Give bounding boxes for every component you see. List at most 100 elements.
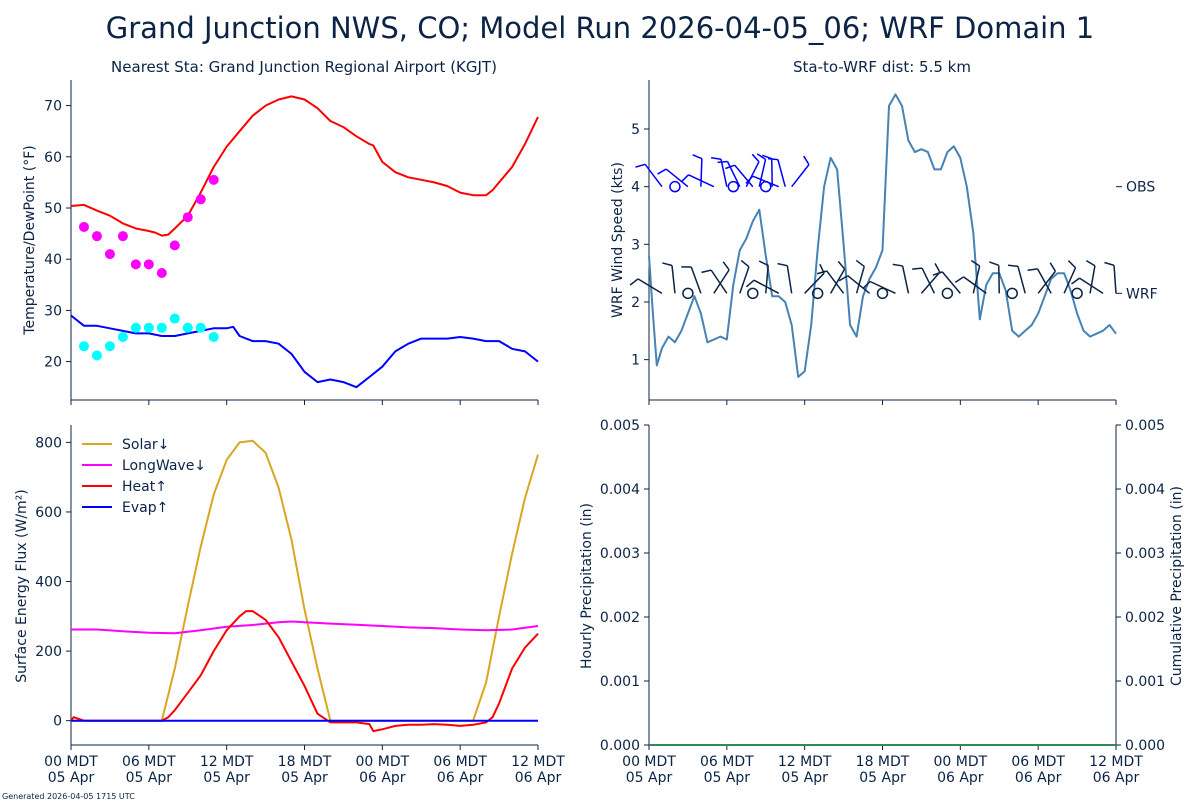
wind-barb-wrf-calm — [811, 287, 824, 300]
wind-barb-wrf-flag — [629, 278, 639, 286]
precip-x-tick-label: 06 MDT — [700, 754, 754, 770]
flux-x-tick-label: 00 MDT — [355, 754, 409, 770]
wind-barb-obs-flag — [692, 154, 703, 160]
precip-plot: 0.000 0.001 0.002 0.003 0.004 0.005 0.000 0.001… — [600, 418, 1165, 786]
wind-barb-obs-staff — [777, 159, 786, 187]
temp-marker-obs-dewpoint — [182, 322, 193, 333]
precip-x-tick-date: 05 Apr — [859, 770, 906, 786]
temperature-plot: 20 30 40 50 60 70 — [44, 80, 539, 405]
temp-marker-obs-dewpoint — [91, 350, 102, 361]
wind-barb-wrf-staff — [921, 267, 936, 294]
wind-barb-wrf-staff — [829, 268, 846, 294]
temp-line-wrf-temperature — [70, 95, 539, 237]
wind-right-label: OBS — [1126, 180, 1155, 196]
precip-x-tick-label: 00 MDT — [622, 754, 676, 770]
wind-barb-obs-flag — [803, 155, 810, 165]
wind-barb-obs-staff — [758, 159, 767, 187]
flux-line-heat — [70, 610, 539, 733]
precip-y2-y-tick-label: 0.001 — [1125, 674, 1165, 690]
wind-barb-wrf-staff — [710, 269, 728, 294]
wind-y-tick-label: 3 — [631, 237, 640, 253]
wind-barb-wrf-staff — [1079, 277, 1104, 294]
precip-panel: Hourly Precipitation (in) Cumulative Pre… — [579, 418, 1185, 786]
precip-x-tick-label: 18 MDT — [856, 754, 910, 770]
wind-barb-obs-staff — [726, 161, 741, 187]
temp-marker-obs-temperature — [143, 259, 154, 270]
wind-barb-wrf-flag — [838, 275, 849, 282]
flux-x-tick-label: 00 MDT — [44, 754, 98, 770]
wind-line-wrf-speed — [648, 93, 1117, 378]
figure-title: Grand Junction NWS, CO; Model Run 2026-0… — [106, 11, 1094, 45]
temp-marker-obs-temperature — [130, 259, 141, 270]
wind-panel: Sta-to-WRF dist: 5.5 km WRF Wind Speed (… — [610, 58, 1158, 405]
precip-y-tick-label: 0.002 — [600, 610, 640, 626]
precip-y-label: Hourly Precipitation (in) — [579, 503, 595, 669]
precip-y2-y-tick-label: 0.005 — [1125, 418, 1165, 434]
wind-barb-wrf-flag — [912, 267, 923, 270]
wind-barb-wrf-staff — [671, 265, 676, 294]
flux-legend-label: Solar↓ — [122, 437, 169, 453]
temp-marker-obs-temperature — [78, 221, 89, 232]
flux-x-tick-date: 05 Apr — [48, 770, 95, 786]
wind-barb-wrf-staff — [869, 280, 896, 295]
flux-x-tick-label: 12 MDT — [200, 754, 254, 770]
wind-barb-wrf-flag — [934, 263, 941, 273]
wind-barb-wrf-staff — [941, 271, 961, 294]
flux-x-tick-label: 18 MDT — [278, 754, 332, 770]
flux-panel: Surface Energy Flux (W/m²) 0 200 400 600 800… — [14, 425, 565, 786]
precip-x-tick-label: 12 MDT — [1089, 754, 1143, 770]
wind-barb-wrf-flag — [722, 261, 730, 271]
temperature-panel-title: Nearest Sta: Grand Junction Regional Air… — [111, 58, 497, 76]
temp-marker-obs-dewpoint — [169, 313, 180, 324]
wind-y-label: WRF Wind Speed (kts) — [610, 162, 626, 318]
wind-y-tick-label: 1 — [631, 353, 640, 369]
flux-line-longwave — [71, 620, 539, 635]
temp-line-wrf-dewpoint — [70, 314, 539, 389]
temp-marker-obs-temperature — [195, 194, 206, 205]
precip-y-tick-label: 0.001 — [600, 674, 640, 690]
precip-y-tick-label: 0.000 — [600, 738, 640, 754]
wind-barb-obs-flag — [657, 168, 667, 175]
wind-barb-wrf-staff — [637, 278, 663, 294]
temp-marker-obs-dewpoint — [143, 322, 154, 333]
wind-barb-obs-flag — [680, 174, 690, 183]
wind-barb-wrf-staff — [1037, 270, 1056, 294]
wind-barb-obs-staff — [665, 168, 689, 188]
wind-barb-wrf-flag — [758, 260, 769, 267]
wind-barb-wrf-staff — [826, 270, 845, 294]
temp-marker-obs-dewpoint — [208, 332, 219, 343]
wind-barb-wrf-flag — [892, 263, 903, 267]
precip-x-tick-label: 12 MDT — [778, 754, 832, 770]
wind-panel-title: Sta-to-WRF dist: 5.5 km — [793, 58, 971, 76]
wind-barb-obs-staff — [791, 164, 810, 188]
precip-x-tick-date: 05 Apr — [781, 770, 828, 786]
footer-generated-text: Generated 2026-04-05 1715 UTC — [2, 792, 135, 800]
wind-barb-wrf-flag — [816, 270, 827, 275]
wind-barb-wrf-calm — [876, 287, 889, 300]
wind-barb-obs-staff — [734, 164, 754, 188]
wind-barb-wrf-flag — [862, 280, 871, 290]
temp-marker-obs-dewpoint — [104, 341, 115, 352]
precip-y2-y-tick-label: 0.000 — [1125, 738, 1165, 754]
wind-barb-obs-staff — [752, 175, 780, 188]
temp-marker-obs-temperature — [169, 240, 180, 251]
wind-barb-obs-flag — [717, 160, 728, 164]
wind-barb-wrf-staff — [804, 272, 825, 294]
temp-marker-obs-temperature — [91, 231, 102, 242]
flux-x-tick-date: 06 Apr — [437, 770, 484, 786]
precip-y2-label: Cumulative Precipitation (in) — [1169, 486, 1185, 686]
wind-barb-wrf-flag — [970, 259, 981, 267]
precip-y2-y-tick-label: 0.004 — [1125, 482, 1165, 498]
wind-barb-wrf-staff — [920, 271, 941, 294]
wind-barb-wrf-flag — [745, 279, 755, 288]
wind-barb-wrf-flag — [1067, 260, 1077, 269]
precip-x-tick-date: 06 Apr — [1015, 770, 1062, 786]
temp-y-tick-label: 50 — [44, 201, 62, 217]
wind-barb-obs-staff — [720, 159, 728, 187]
wind-y-tick-label: 4 — [631, 180, 640, 196]
flux-x-tick-label: 12 MDT — [511, 754, 565, 770]
wind-barb-wrf-staff — [713, 269, 730, 294]
flux-x-tick-date: 05 Apr — [281, 770, 328, 786]
flux-legend-label: LongWave↓ — [122, 458, 206, 474]
